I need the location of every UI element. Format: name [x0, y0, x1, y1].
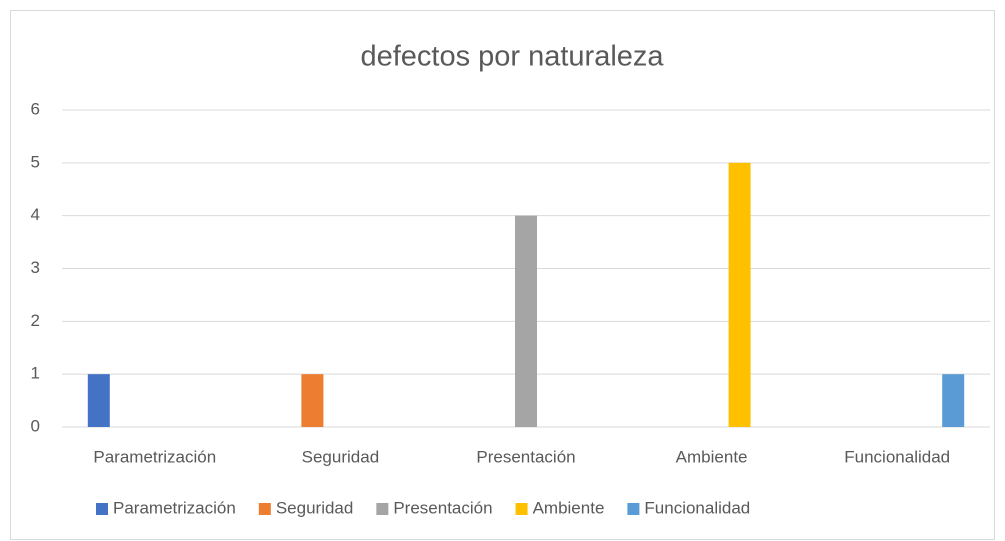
bar [728, 162, 751, 428]
legend-swatch [376, 503, 389, 515]
x-tick-label: Ambiente [676, 447, 748, 466]
bar [942, 374, 965, 427]
chart-frame [10, 10, 995, 540]
legend-label: Seguridad [276, 498, 354, 517]
y-tick-label: 0 [31, 416, 40, 435]
y-tick-label: 4 [31, 205, 40, 224]
x-tick-label: Seguridad [302, 447, 380, 466]
x-tick-label: Presentación [476, 447, 575, 466]
y-tick-label: 2 [31, 311, 40, 330]
legend-label: Ambiente [533, 498, 605, 517]
x-tick-label: Parametrización [93, 447, 216, 466]
x-tick-label: Funcionalidad [844, 447, 950, 466]
legend-swatch [258, 503, 271, 515]
y-tick-label: 6 [31, 99, 40, 118]
chart-title: defectos por naturaleza [360, 41, 664, 73]
bar [515, 215, 537, 427]
legend-label: Presentación [393, 498, 492, 517]
legend-swatch [515, 503, 528, 515]
bar [301, 374, 324, 427]
bar [87, 374, 110, 427]
legend-swatch [627, 503, 640, 515]
y-tick-label: 5 [31, 152, 40, 171]
y-tick-label: 3 [31, 258, 40, 277]
y-tick-label: 1 [31, 364, 40, 383]
legend-swatch [96, 503, 108, 515]
legend-label: Funcionalidad [644, 498, 750, 517]
legend-label: Parametrización [113, 498, 236, 517]
